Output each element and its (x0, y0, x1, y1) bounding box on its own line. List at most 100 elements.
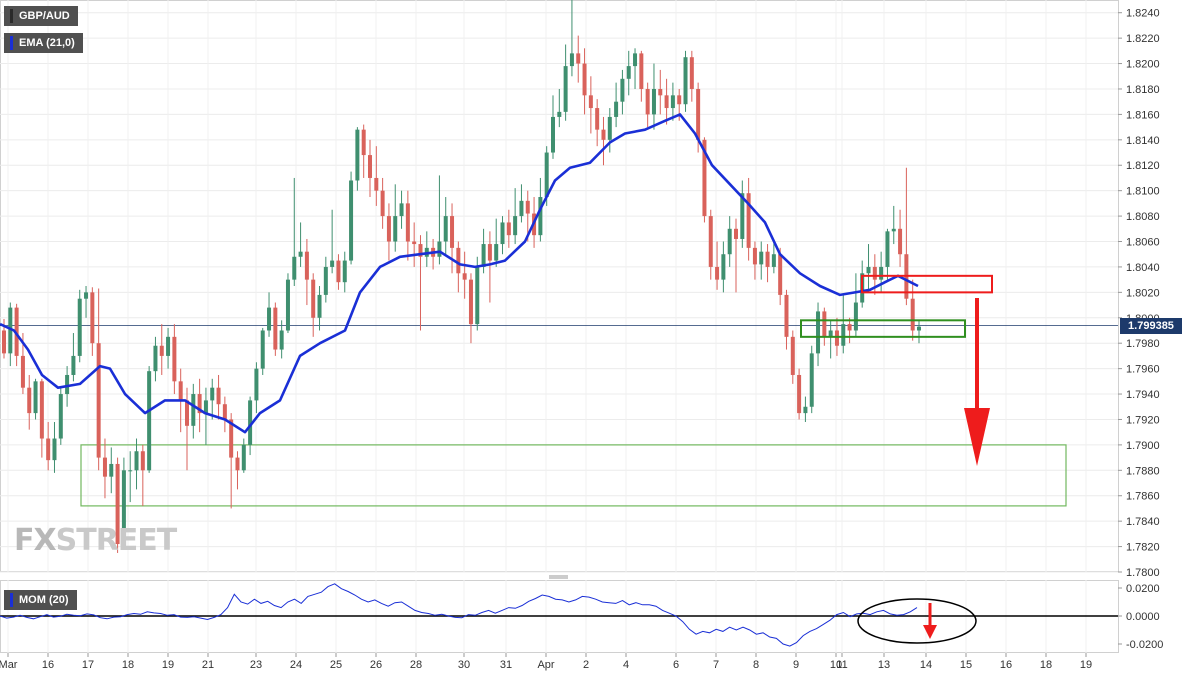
candle-body (311, 279, 316, 318)
legend-pair: GBP/AUD (4, 6, 78, 26)
candle-body (601, 129, 606, 140)
price-grid (0, 0, 1122, 573)
candle-body (368, 155, 372, 178)
candle-body (355, 129, 360, 181)
time-tick-label: 24 (290, 659, 302, 671)
candle-body (481, 244, 486, 267)
candle-body (702, 139, 707, 217)
candle-body (172, 336, 177, 382)
candle-body (651, 88, 656, 115)
candle-body (740, 193, 745, 239)
candle-body (519, 200, 524, 217)
ema-series (0, 113, 919, 434)
price-tick-label: 1.8020 (1126, 287, 1160, 299)
time-tick-label: 30 (458, 659, 470, 671)
candle-body (891, 228, 896, 232)
mom-arrow-head (923, 625, 937, 639)
candle-body (349, 180, 354, 261)
candle-body (166, 336, 171, 356)
candle-body (298, 251, 303, 257)
time-tick-label: 18 (122, 659, 134, 671)
candle-body (803, 406, 808, 414)
candle-body (140, 451, 145, 471)
candle-body (203, 400, 208, 414)
candle-body (178, 381, 183, 401)
mom-grid (0, 575, 1122, 657)
candle-body (689, 57, 694, 89)
price-tick-label: 1.7820 (1126, 542, 1160, 554)
candle-body (506, 222, 511, 236)
candle-body (607, 116, 612, 140)
candle-body (71, 355, 76, 375)
candle-body (771, 254, 776, 267)
candle-body (841, 324, 846, 346)
candle-body (361, 129, 366, 156)
candle-body (134, 451, 139, 471)
price-tick-label: 1.8240 (1126, 8, 1160, 20)
mom-line (0, 583, 918, 647)
candle-body (33, 381, 38, 414)
candle-body (222, 404, 227, 420)
candle-body (52, 438, 57, 461)
candle-body (153, 345, 158, 372)
candle-body (708, 216, 713, 267)
candle-body (90, 292, 95, 344)
candle-body (279, 330, 284, 350)
candle-body (569, 53, 574, 67)
candle-body (834, 330, 839, 346)
candle-body (191, 394, 196, 426)
candle-body (658, 88, 663, 96)
candle-body (620, 78, 625, 102)
candle-body (456, 247, 461, 274)
time-tick-label: 14 (920, 659, 932, 671)
time-tick-label: 9 (793, 659, 799, 671)
candle-body (115, 463, 120, 545)
candle-body (109, 463, 114, 477)
candle-body (626, 66, 631, 79)
price-tick-label: 1.8120 (1126, 160, 1160, 172)
candle-body (746, 193, 751, 248)
candle-body (8, 307, 13, 354)
candle-body (147, 371, 152, 471)
mom-series (0, 583, 977, 647)
candle-body (380, 190, 385, 217)
price-tick-label: 1.8200 (1126, 59, 1160, 71)
candle-body (39, 381, 44, 439)
candle-body (910, 298, 915, 331)
legend-ema-label: EMA (21,0) (19, 37, 75, 49)
candle-body (248, 400, 253, 445)
price-tick-label: 1.8080 (1126, 211, 1160, 223)
support-box (800, 319, 966, 338)
time-tick-label: 6 (673, 659, 679, 671)
time-tick-label: 4 (623, 659, 629, 671)
candle-body (159, 345, 164, 356)
candle-body (614, 101, 619, 117)
candle-body (77, 298, 82, 356)
candle-body (487, 244, 492, 261)
price-tick-label: 1.7960 (1126, 364, 1160, 376)
legend-ema-swatch (10, 36, 13, 50)
time-tick-label: Apr (537, 659, 554, 671)
mom-tick-label: 0.0000 (1126, 611, 1160, 623)
legend-pair-label: GBP/AUD (19, 10, 70, 22)
candle-body (715, 266, 720, 280)
legend-mom-swatch (10, 593, 13, 607)
candle-body (412, 241, 417, 245)
price-tick-label: 1.8160 (1126, 109, 1160, 121)
candle-body (879, 266, 884, 280)
support-zone (80, 444, 1067, 507)
time-tick-label: 18 (1040, 659, 1052, 671)
candle-body (267, 307, 272, 331)
candle-body (664, 95, 669, 109)
time-tick-label: 8 (753, 659, 759, 671)
candle-body (563, 66, 568, 112)
candles (2, 0, 921, 553)
time-tick-label: 11 (836, 659, 847, 671)
candle-body (778, 254, 783, 295)
candle-body (525, 200, 530, 214)
candle-body (853, 302, 858, 331)
price-tick-label: 1.7940 (1126, 389, 1160, 401)
candle-body (645, 88, 650, 115)
candle-body (323, 266, 328, 295)
